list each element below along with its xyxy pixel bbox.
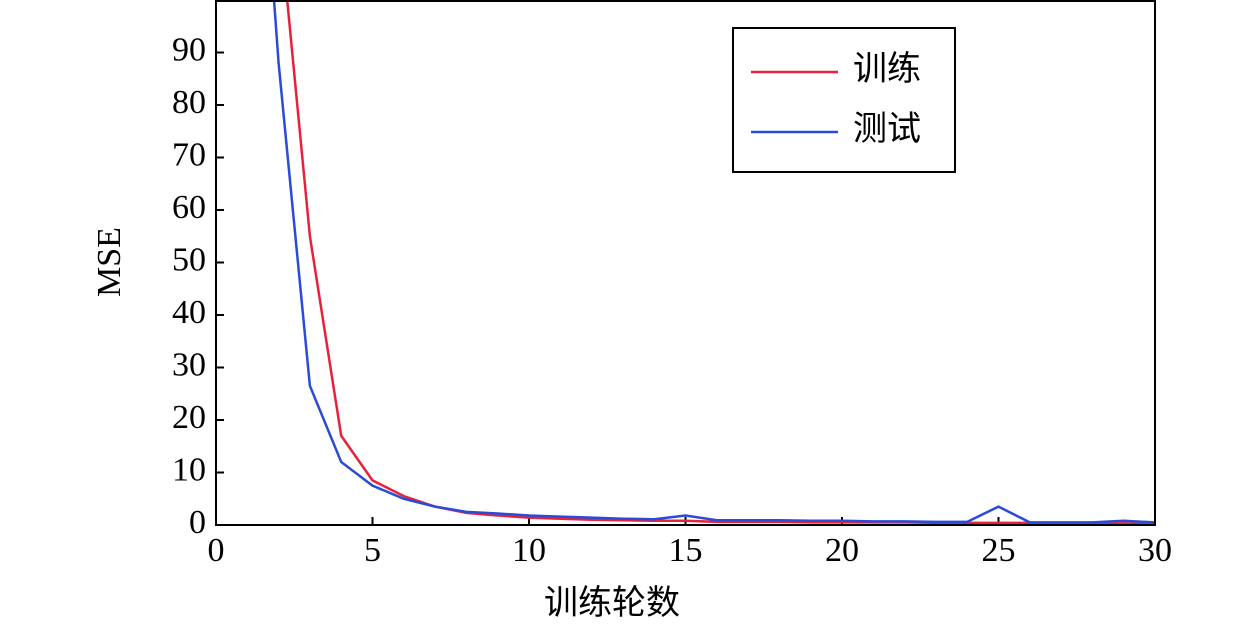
y-tick-label: 60 <box>172 189 206 226</box>
y-tick-label: 50 <box>172 241 206 278</box>
plot-lines <box>272 0 1155 525</box>
y-tick-label: 30 <box>172 346 206 383</box>
y-tick-label: 40 <box>172 294 206 331</box>
x-tick-label: 20 <box>825 532 859 569</box>
plot-frame <box>215 0 1156 526</box>
x-tick-label: 0 <box>208 532 225 569</box>
legend-label: 测试 <box>853 111 921 148</box>
y-tick-label: 10 <box>172 451 206 488</box>
y-tick-label: 20 <box>172 399 206 436</box>
y-tick-label: 0 <box>189 504 206 541</box>
y-tick-label: 80 <box>172 84 206 121</box>
y-tick-label: 70 <box>172 136 206 173</box>
x-axis-label: 训练轮数 <box>544 584 680 622</box>
series-line <box>285 0 1155 525</box>
x-tick-label: 25 <box>982 532 1016 569</box>
x-tick-label: 15 <box>669 532 703 569</box>
legend-box <box>732 27 956 173</box>
x-tick-label: 10 <box>512 532 546 569</box>
x-tick-label: 30 <box>1138 532 1172 569</box>
series-line <box>272 0 1155 524</box>
x-tick-label: 5 <box>364 532 381 569</box>
legend-label: 训练 <box>853 50 921 88</box>
y-tick-label: 90 <box>172 31 206 68</box>
y-axis-label: MSE <box>91 227 128 297</box>
